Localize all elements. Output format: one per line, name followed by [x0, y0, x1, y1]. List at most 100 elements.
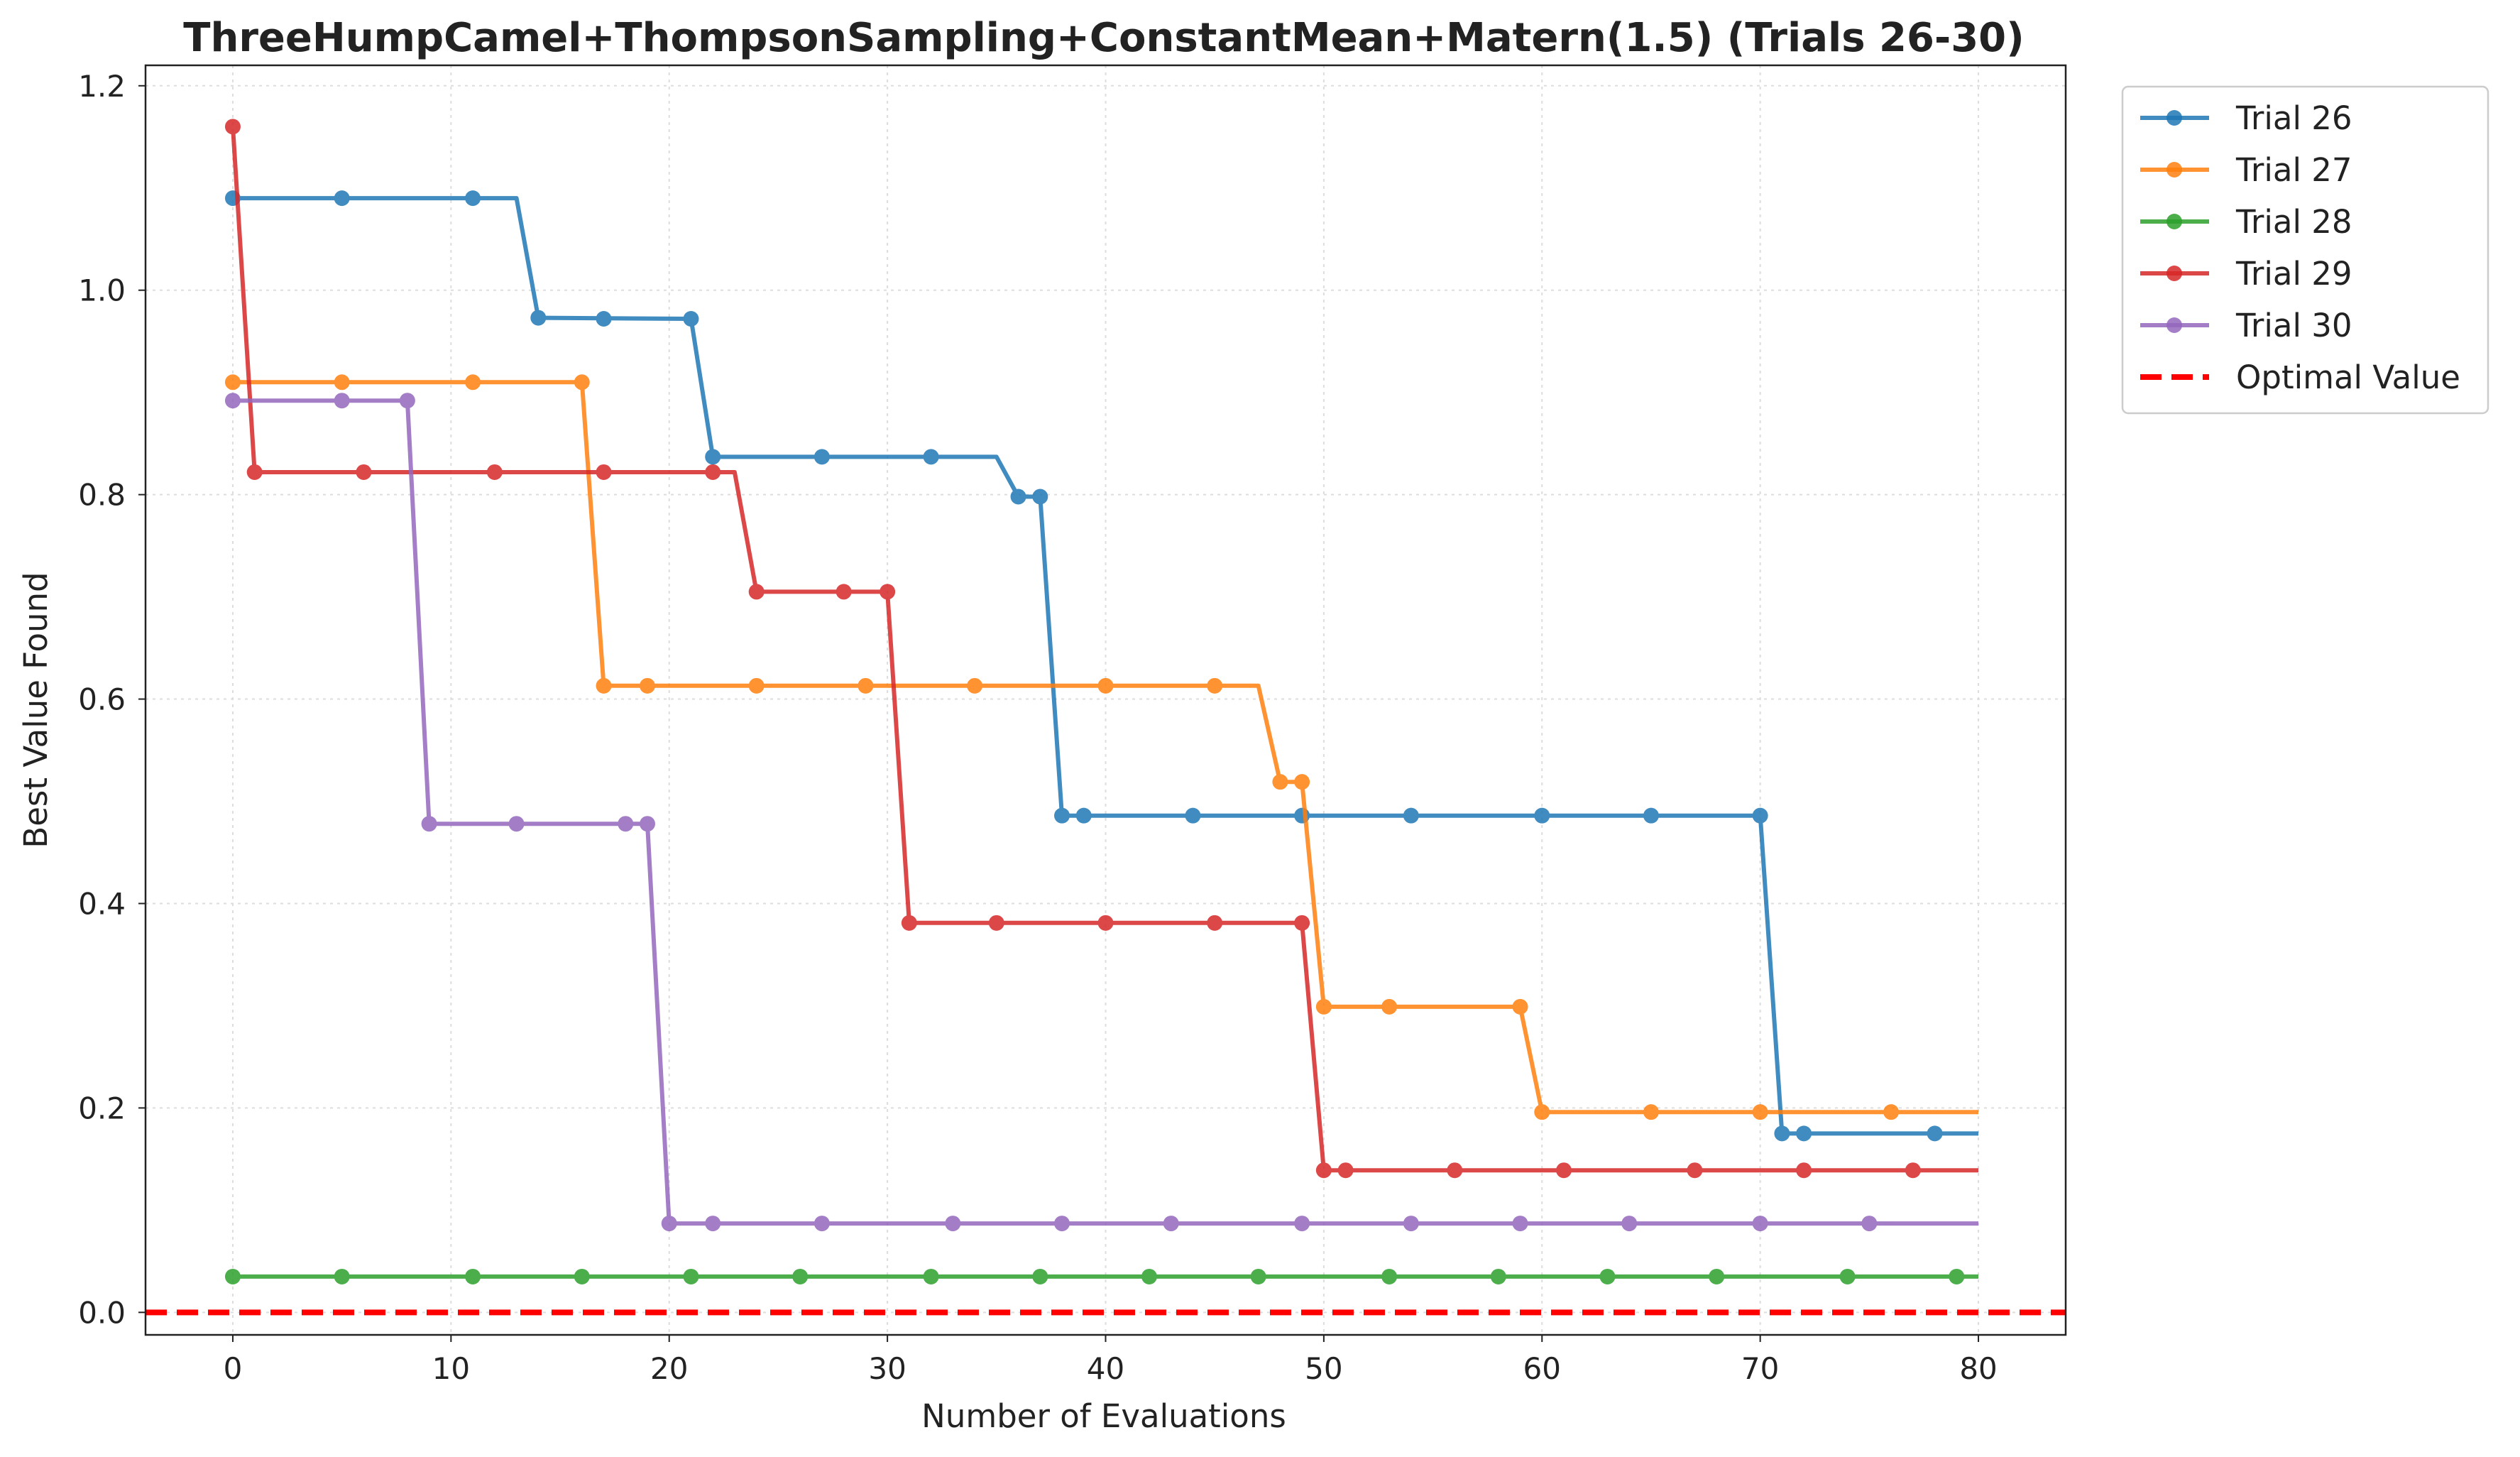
chart-title: ThreeHumpCamel+ThompsonSampling+Constant…: [183, 15, 2024, 61]
data-point: [508, 816, 525, 832]
legend-item: Trial 28: [2140, 203, 2352, 241]
data-point: [1883, 1104, 1900, 1120]
y-tick-label: 0.0: [78, 1295, 126, 1330]
legend-item: Optimal Value: [2140, 359, 2460, 396]
series-line: [233, 398, 1978, 1226]
x-axis-ticks: 0 10 20 30 40 50 60 70 80: [224, 1335, 1998, 1386]
data-point: [596, 311, 612, 327]
data-point: [705, 1216, 721, 1232]
data-point: [1621, 1216, 1638, 1232]
x-tick-label: 20: [650, 1351, 688, 1386]
legend-marker: [2166, 317, 2182, 333]
data-point: [399, 393, 415, 409]
data-point: [1490, 1268, 1506, 1284]
data-point: [1861, 1216, 1878, 1232]
data-point: [967, 677, 983, 694]
data-point: [334, 393, 350, 409]
data-point: [683, 311, 699, 327]
x-tick-label: 70: [1741, 1351, 1779, 1386]
data-point: [683, 1268, 699, 1284]
y-tick-label: 1.0: [78, 273, 126, 308]
data-point: [1163, 1216, 1179, 1232]
data-point: [1294, 1216, 1310, 1232]
legend: Trial 26 Trial 27 Trial 28 Trial 29 Trial 30…: [2121, 85, 2489, 415]
x-tick-label: 60: [1523, 1351, 1561, 1386]
data-point: [1250, 1268, 1266, 1284]
legend-box: [2121, 85, 2489, 415]
x-tick-label: 0: [224, 1351, 243, 1386]
data-point: [1599, 1268, 1616, 1284]
series-1: [224, 190, 1978, 1142]
legend-label: Trial 29: [2235, 255, 2352, 293]
data-point: [901, 915, 917, 931]
legend-marker: [2166, 214, 2182, 229]
data-point: [748, 677, 765, 694]
x-tick-label: 80: [1959, 1351, 1997, 1386]
series-layer: [224, 119, 1978, 1284]
data-point: [813, 449, 830, 465]
data-point: [792, 1268, 809, 1284]
legend-label: Trial 27: [2235, 151, 2352, 189]
series-line: [233, 380, 1978, 1115]
data-point: [1403, 807, 1419, 824]
x-tick-label: 30: [868, 1351, 906, 1386]
data-point: [246, 464, 263, 480]
legend-marker: [2166, 266, 2182, 281]
data-point: [574, 374, 590, 391]
data-point: [1381, 998, 1398, 1015]
data-point: [639, 677, 655, 694]
data-point: [1512, 998, 1528, 1015]
x-tick-label: 40: [1087, 1351, 1124, 1386]
data-point: [1337, 1162, 1354, 1179]
x-tick-label: 10: [432, 1351, 470, 1386]
data-point: [748, 584, 765, 600]
legend-label: Optimal Value: [2236, 359, 2460, 396]
data-point: [1032, 489, 1048, 505]
data-point: [224, 374, 241, 391]
data-point: [923, 449, 939, 465]
legend-label: Trial 30: [2235, 307, 2352, 344]
data-point: [596, 677, 612, 694]
data-point: [1774, 1125, 1790, 1142]
data-point: [1403, 1216, 1419, 1232]
x-tick-label: 50: [1305, 1351, 1342, 1386]
y-tick-label: 0.4: [78, 886, 126, 921]
data-point: [486, 464, 503, 480]
data-point: [1534, 807, 1550, 824]
data-point: [1294, 915, 1310, 931]
data-point: [334, 1268, 350, 1284]
data-point: [880, 584, 896, 600]
data-point: [465, 190, 481, 207]
data-point: [1097, 677, 1114, 694]
data-point: [923, 1268, 939, 1284]
legend-label: Trial 26: [2235, 99, 2352, 137]
y-axis-label: Best Value Found: [17, 572, 55, 848]
data-point: [1927, 1125, 1943, 1142]
data-point: [1512, 1216, 1528, 1232]
data-point: [1141, 1268, 1157, 1284]
data-point: [661, 1216, 677, 1232]
legend-item: Trial 30: [2140, 307, 2352, 344]
data-point: [421, 816, 437, 832]
data-point: [836, 584, 852, 600]
data-point: [1687, 1162, 1703, 1179]
data-point: [356, 464, 372, 480]
data-point: [1643, 807, 1659, 824]
series-5: [224, 393, 1978, 1232]
data-point: [1315, 1162, 1332, 1179]
data-point: [1010, 489, 1026, 505]
data-point: [813, 1216, 830, 1232]
data-point: [705, 464, 721, 480]
legend-label: Trial 28: [2235, 203, 2352, 241]
legend-marker: [2166, 162, 2182, 178]
y-tick-label: 1.2: [78, 69, 126, 104]
data-point: [1097, 915, 1114, 931]
data-point: [1752, 1216, 1768, 1232]
data-point: [465, 1268, 481, 1284]
data-point: [1709, 1268, 1725, 1284]
series-line: [233, 196, 1978, 1136]
data-point: [574, 1268, 590, 1284]
data-point: [1949, 1268, 1965, 1284]
series-4: [224, 119, 1978, 1179]
data-point: [1752, 1104, 1768, 1120]
